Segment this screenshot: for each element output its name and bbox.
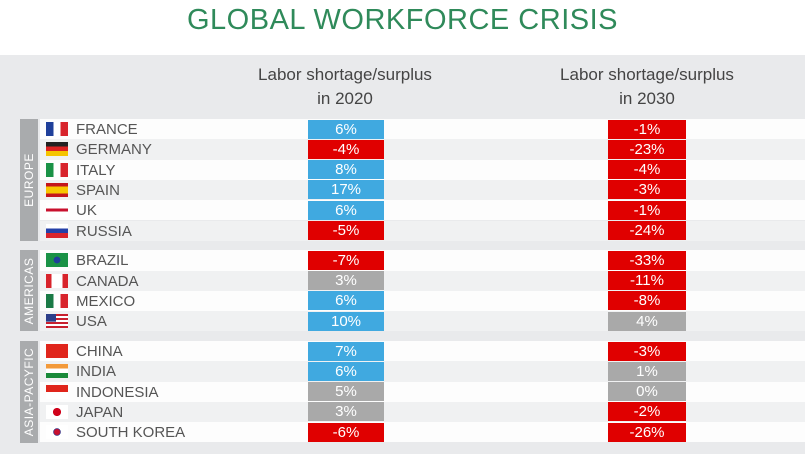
value-2030: 0% [608,382,686,402]
table-row: FRANCE 6% -1% [40,119,805,140]
value-2020: 3% [308,402,384,422]
value-2020: 6% [308,119,384,139]
flag-de-icon [46,142,68,157]
table-row: CANADA 3% -11% [40,270,805,291]
table-row: USA 10% 4% [40,311,805,332]
value-2030: -2% [608,402,686,422]
table-row: CHINA 7% -3% [40,341,805,362]
value-2020: 5% [308,382,384,402]
country-name: JAPAN [76,403,124,421]
country-name: INDIA [76,363,117,381]
value-2030: -24% [608,221,686,240]
header-line: Labor shortage/surplus [560,65,734,84]
value-2020: -6% [308,422,384,442]
flag-us-icon [46,314,68,329]
value-2030: -3% [608,341,686,361]
country-name: USA [76,313,107,331]
table-row: MEXICO 6% -8% [40,290,805,312]
flag-jp-icon [46,404,68,419]
country-name: FRANCE [76,121,138,138]
region-name: AMERICAS [22,257,36,325]
country-name: ITALY [76,161,116,179]
table-row: ITALY 8% -4% [40,159,805,180]
flag-it-icon [46,162,68,177]
flag-ca-icon [46,273,68,288]
flag-kr-icon [46,425,68,440]
value-2030: -26% [608,422,686,442]
country-name: SPAIN [76,181,120,199]
value-2030: -33% [608,250,686,270]
country-name: SOUTH KOREA [76,424,186,442]
value-2030: -11% [608,271,686,291]
page-title: GLOBAL WORKFORCE CRISIS [187,4,618,36]
region-name: ASIA-PACYFIC [22,347,36,436]
country-name: CANADA [76,272,139,290]
value-2030: -3% [608,180,686,200]
column-header-2030: Labor shortage/surplus in 2030 [537,63,757,111]
flag-fr-icon [46,122,68,136]
table-row: INDONESIA 5% 0% [40,381,805,402]
flag-cn-icon [46,344,68,358]
country-name: MEXICO [76,292,136,310]
header-line: in 2030 [619,89,675,108]
value-2030: -1% [608,119,686,139]
header-line: Labor shortage/surplus [258,65,432,84]
table-row: SOUTH KOREA -6% -26% [40,422,805,443]
table-row: UK 6% -1% [40,200,805,221]
value-2030: 1% [608,361,686,381]
country-name: BRAZIL [76,252,129,270]
region-name: EUROPE [22,153,36,207]
flag-ru-icon [46,223,68,238]
table-row: INDIA 6% 1% [40,361,805,382]
flag-mx-icon [46,293,68,308]
value-2030: -1% [608,200,686,220]
column-header-2020: Labor shortage/surplus in 2020 [235,63,455,111]
table-row: SPAIN 17% -3% [40,179,805,201]
value-2030: -23% [608,139,686,159]
table-row: GERMANY -4% -23% [40,139,805,160]
region-label: AMERICAS [20,250,38,332]
value-2020: -4% [308,139,384,159]
value-2030: -8% [608,291,686,311]
header-line: in 2020 [317,89,373,108]
value-2020: -7% [308,250,384,270]
region-label: ASIA-PACYFIC [20,341,38,443]
country-name: UK [76,202,97,220]
value-2030: -4% [608,160,686,180]
table-row: JAPAN 3% -2% [40,401,805,423]
country-name: RUSSIA [76,222,132,240]
value-2020: 17% [308,180,384,200]
region-label: EUROPE [20,119,38,241]
flag-uk-icon [46,203,68,218]
value-2020: -5% [308,221,384,240]
value-2020: 6% [308,200,384,220]
flag-in-icon [46,364,68,379]
value-2020: 3% [308,271,384,291]
flag-es-icon [46,182,68,197]
table-row: BRAZIL -7% -33% [40,250,805,271]
flag-br-icon [46,253,68,268]
value-2020: 7% [308,341,384,361]
value-2030: 4% [608,311,686,331]
value-2020: 8% [308,160,384,180]
country-name: GERMANY [76,141,152,159]
flag-id-icon [46,384,68,399]
country-name: CHINA [76,343,123,360]
table-row: RUSSIA -5% -24% [40,220,805,241]
country-name: INDONESIA [76,383,159,401]
value-2020: 6% [308,291,384,311]
value-2020: 10% [308,311,384,331]
value-2020: 6% [308,361,384,381]
